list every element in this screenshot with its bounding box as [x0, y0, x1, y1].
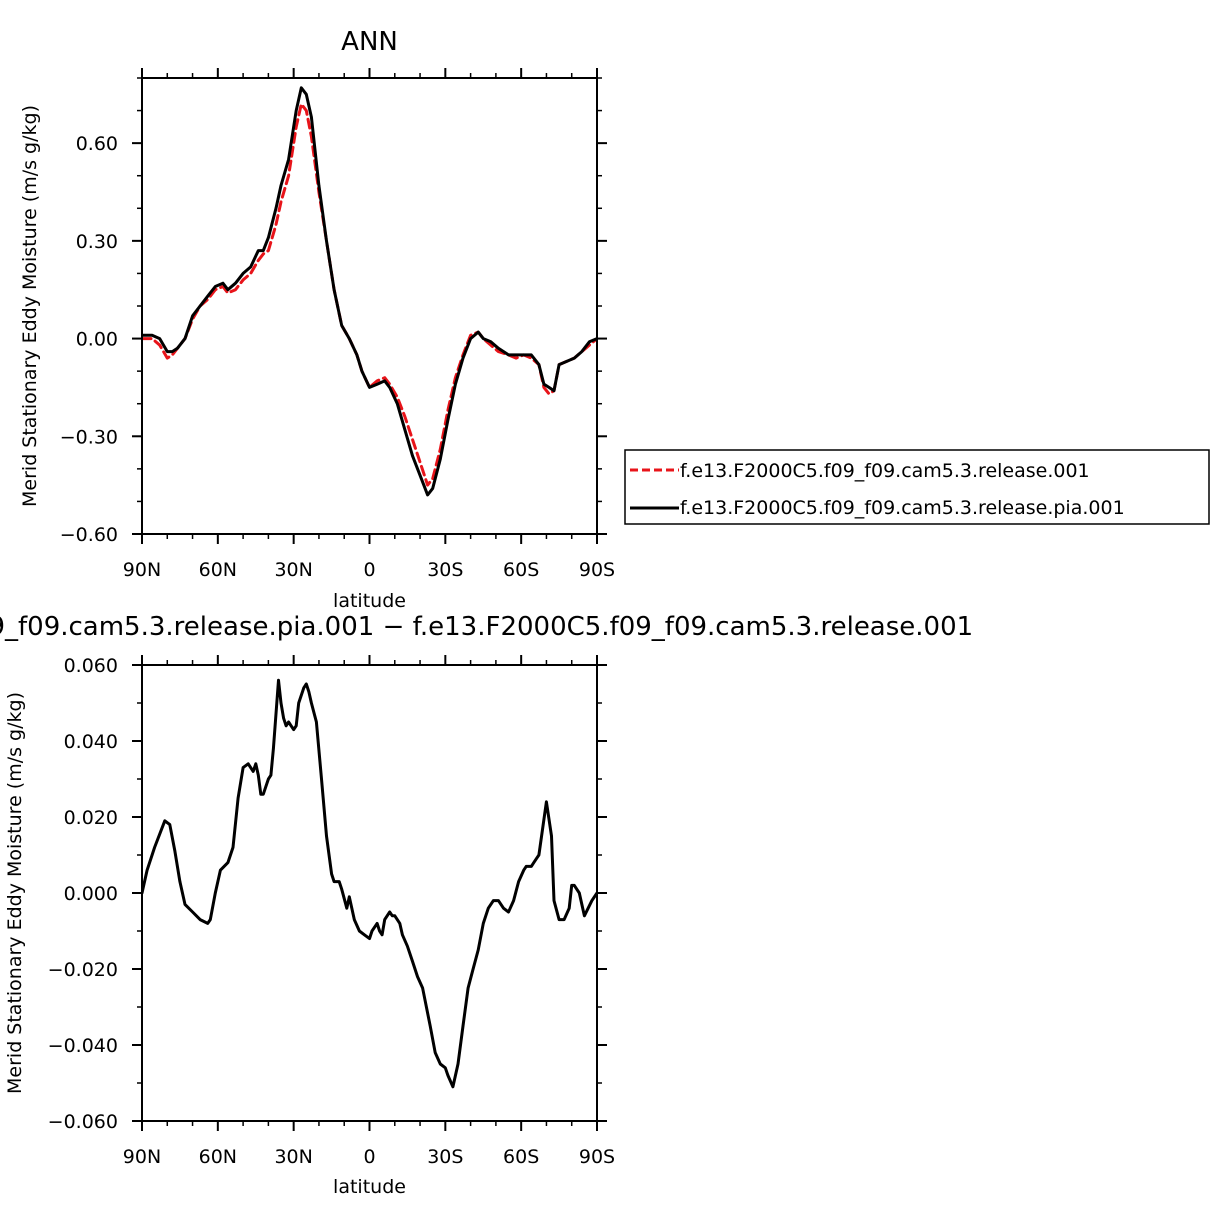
top-y-tick-label: 0.60 — [76, 133, 118, 155]
bottom-y-tick-label: 0.020 — [64, 807, 118, 829]
bottom-x-tick-label: 60S — [503, 1146, 539, 1168]
bottom-x-tick-label: 90N — [123, 1146, 161, 1168]
bottom-axis-ticks: 0.0600.0400.0200.000−0.020−0.040−0.06090… — [48, 655, 615, 1168]
bottom-chart-title: f.e13.F2000C5.f09_f09.cam5.3.release.pia… — [0, 612, 973, 642]
legend-box — [624, 449, 1210, 525]
bottom-x-tick-label: 90S — [579, 1146, 615, 1168]
top-series-group — [142, 86, 597, 497]
bottom-y-tick-label: 0.000 — [64, 883, 118, 905]
bottom-series-line-0 — [142, 678, 597, 1089]
top-series-line-1 — [142, 86, 597, 497]
top-x-axis-label: latitude — [333, 590, 406, 612]
bottom-x-tick-label: 0 — [363, 1146, 375, 1168]
top-x-tick-label: 90S — [579, 559, 615, 581]
bottom-y-tick-label: −0.060 — [48, 1111, 118, 1133]
legend-entry-pia: f.e13.F2000C5.f09_f09.cam5.3.release.pia… — [680, 497, 1125, 519]
top-y-axis-label: Merid Stationary Eddy Moisture (m/s g/kg… — [19, 105, 41, 507]
bottom-chart-panel: f.e13.F2000C5.f09_f09.cam5.3.release.pia… — [0, 612, 973, 1198]
bottom-y-tick-label: −0.040 — [48, 1035, 118, 1057]
bottom-series-group — [142, 678, 597, 1089]
top-y-tick-label: −0.30 — [60, 426, 118, 448]
top-x-tick-label: 60N — [199, 559, 237, 581]
bottom-y-tick-label: 0.040 — [64, 731, 118, 753]
bottom-x-axis-label: latitude — [333, 1176, 406, 1198]
bottom-x-tick-label: 60N — [199, 1146, 237, 1168]
bottom-y-axis-label: Merid Stationary Eddy Moisture (m/s g/kg… — [4, 692, 26, 1094]
top-chart-title: ANN — [341, 27, 398, 57]
bottom-x-tick-label: 30N — [274, 1146, 312, 1168]
top-x-tick-label: 0 — [363, 559, 375, 581]
bottom-y-tick-label: −0.020 — [48, 959, 118, 981]
top-y-tick-label: 0.30 — [76, 231, 118, 253]
top-x-tick-label: 30N — [274, 559, 312, 581]
bottom-plot-frame — [141, 664, 598, 1122]
top-y-tick-label: 0.00 — [76, 329, 118, 351]
bottom-y-tick-label: 0.060 — [64, 655, 118, 677]
top-x-tick-label: 60S — [503, 559, 539, 581]
top-plot-frame — [141, 77, 598, 535]
legend-entry-control: f.e13.F2000C5.f09_f09.cam5.3.release.001 — [680, 460, 1090, 482]
top-y-tick-label: −0.60 — [60, 524, 118, 546]
bottom-x-tick-label: 30S — [427, 1146, 463, 1168]
legend: f.e13.F2000C5.f09_f09.cam5.3.release.001… — [624, 449, 1210, 525]
top-x-tick-label: 30S — [427, 559, 463, 581]
top-x-tick-label: 90N — [123, 559, 161, 581]
